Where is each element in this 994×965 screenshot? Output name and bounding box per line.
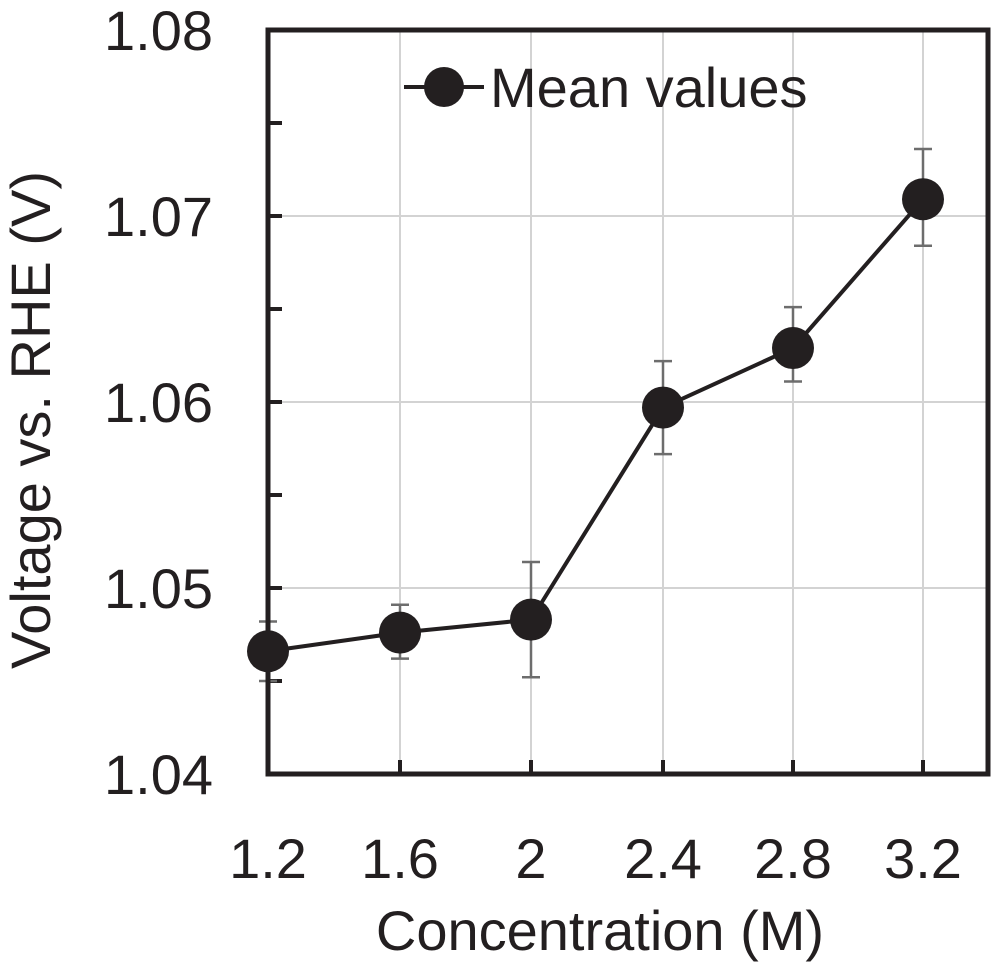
x-tick-label: 2.8 xyxy=(754,827,832,890)
legend-label: Mean values xyxy=(490,56,808,119)
y-tick-label: 1.06 xyxy=(104,371,213,434)
x-tick-label: 1.6 xyxy=(361,827,439,890)
y-tick-label: 1.04 xyxy=(104,743,213,806)
x-tick-label: 2 xyxy=(515,827,546,890)
grid xyxy=(268,30,988,774)
x-tick-label: 1.2 xyxy=(229,827,307,890)
x-axis-title: Concentration (M) xyxy=(376,899,824,962)
series-mean-values xyxy=(247,147,944,683)
data-point xyxy=(379,611,421,654)
y-tick-label: 1.08 xyxy=(104,0,213,62)
legend-marker xyxy=(424,67,464,107)
y-axis-title: Voltage vs. RHE (V) xyxy=(0,171,62,669)
data-point xyxy=(772,327,814,370)
data-point xyxy=(902,178,944,221)
x-tick-label: 2.4 xyxy=(624,827,702,890)
x-tick-label: 3.2 xyxy=(884,827,962,890)
legend: Mean values xyxy=(404,56,808,119)
data-point xyxy=(642,386,684,429)
y-tick-label: 1.07 xyxy=(104,185,213,248)
plot-frame xyxy=(265,27,991,777)
series-line xyxy=(267,197,925,654)
axis-ticks: 1.2 1.6 2 2.4 2.8 3.2 1.04 1.05 1.06 1.07 1.08 xyxy=(104,0,962,890)
y-tick-label: 1.05 xyxy=(104,557,213,620)
data-point xyxy=(510,598,552,641)
